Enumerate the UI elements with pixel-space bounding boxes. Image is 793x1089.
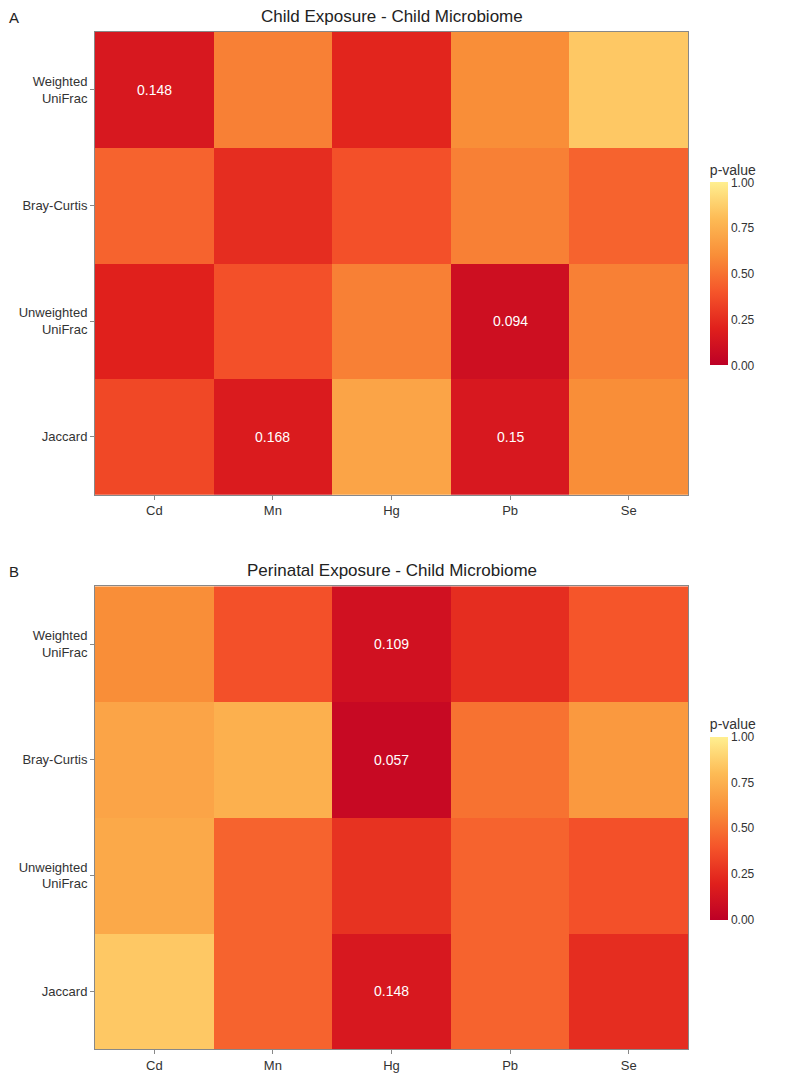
svg-text:0.50: 0.50 [731, 821, 755, 835]
svg-text:UnweightedUniFrac: UnweightedUniFrac [19, 305, 88, 337]
svg-text:Pb: Pb [502, 1058, 518, 1073]
svg-text:WeightedUniFrac: WeightedUniFrac [33, 74, 88, 106]
svg-text:0.00: 0.00 [731, 913, 755, 927]
svg-text:0.057: 0.057 [374, 752, 409, 768]
svg-text:0.148: 0.148 [137, 82, 172, 98]
svg-text:Cd: Cd [146, 503, 163, 518]
svg-text:Se: Se [621, 503, 637, 518]
svg-text:WeightedUniFrac: WeightedUniFrac [33, 628, 88, 660]
svg-text:Jaccard: Jaccard [42, 984, 88, 999]
svg-text:0.094: 0.094 [493, 313, 528, 329]
svg-text:0.50: 0.50 [731, 267, 755, 281]
svg-text:p-value: p-value [710, 162, 756, 178]
svg-text:Bray-Curtis: Bray-Curtis [22, 198, 88, 213]
svg-text:1.00: 1.00 [731, 176, 755, 190]
svg-text:B: B [9, 563, 19, 580]
svg-text:Mn: Mn [264, 1058, 282, 1073]
svg-text:A: A [9, 9, 19, 26]
svg-text:1.00: 1.00 [731, 730, 755, 744]
svg-text:0.15: 0.15 [497, 429, 524, 445]
svg-text:Bray-Curtis: Bray-Curtis [22, 752, 88, 767]
svg-text:Hg: Hg [383, 1058, 400, 1073]
svg-text:Mn: Mn [264, 503, 282, 518]
svg-text:p-value: p-value [710, 716, 756, 732]
svg-text:Jaccard: Jaccard [42, 429, 88, 444]
svg-text:Perinatal Exposure - Child Mic: Perinatal Exposure - Child Microbiome [247, 561, 537, 580]
svg-text:0.75: 0.75 [731, 776, 755, 790]
svg-text:0.168: 0.168 [255, 429, 290, 445]
svg-text:0.148: 0.148 [374, 983, 409, 999]
svg-text:Pb: Pb [502, 503, 518, 518]
svg-text:UnweightedUniFrac: UnweightedUniFrac [19, 860, 88, 892]
svg-text:0.00: 0.00 [731, 359, 755, 373]
svg-text:Se: Se [621, 1058, 637, 1073]
svg-text:0.75: 0.75 [731, 221, 755, 235]
svg-text:Child Exposure - Child Microbi: Child Exposure - Child Microbiome [261, 7, 523, 26]
svg-text:Cd: Cd [146, 1058, 163, 1073]
svg-text:0.25: 0.25 [731, 313, 755, 327]
svg-text:0.109: 0.109 [374, 636, 409, 652]
svg-text:Hg: Hg [383, 503, 400, 518]
svg-text:0.25: 0.25 [731, 867, 755, 881]
